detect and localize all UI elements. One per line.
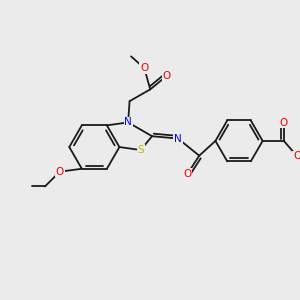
Text: N: N bbox=[174, 134, 182, 144]
Text: O: O bbox=[280, 118, 288, 128]
Text: O: O bbox=[162, 71, 171, 81]
Text: O: O bbox=[183, 169, 192, 179]
Text: N: N bbox=[124, 117, 132, 128]
Text: O: O bbox=[293, 151, 300, 161]
Text: S: S bbox=[137, 145, 144, 155]
Text: O: O bbox=[56, 167, 64, 177]
Text: O: O bbox=[140, 63, 148, 73]
